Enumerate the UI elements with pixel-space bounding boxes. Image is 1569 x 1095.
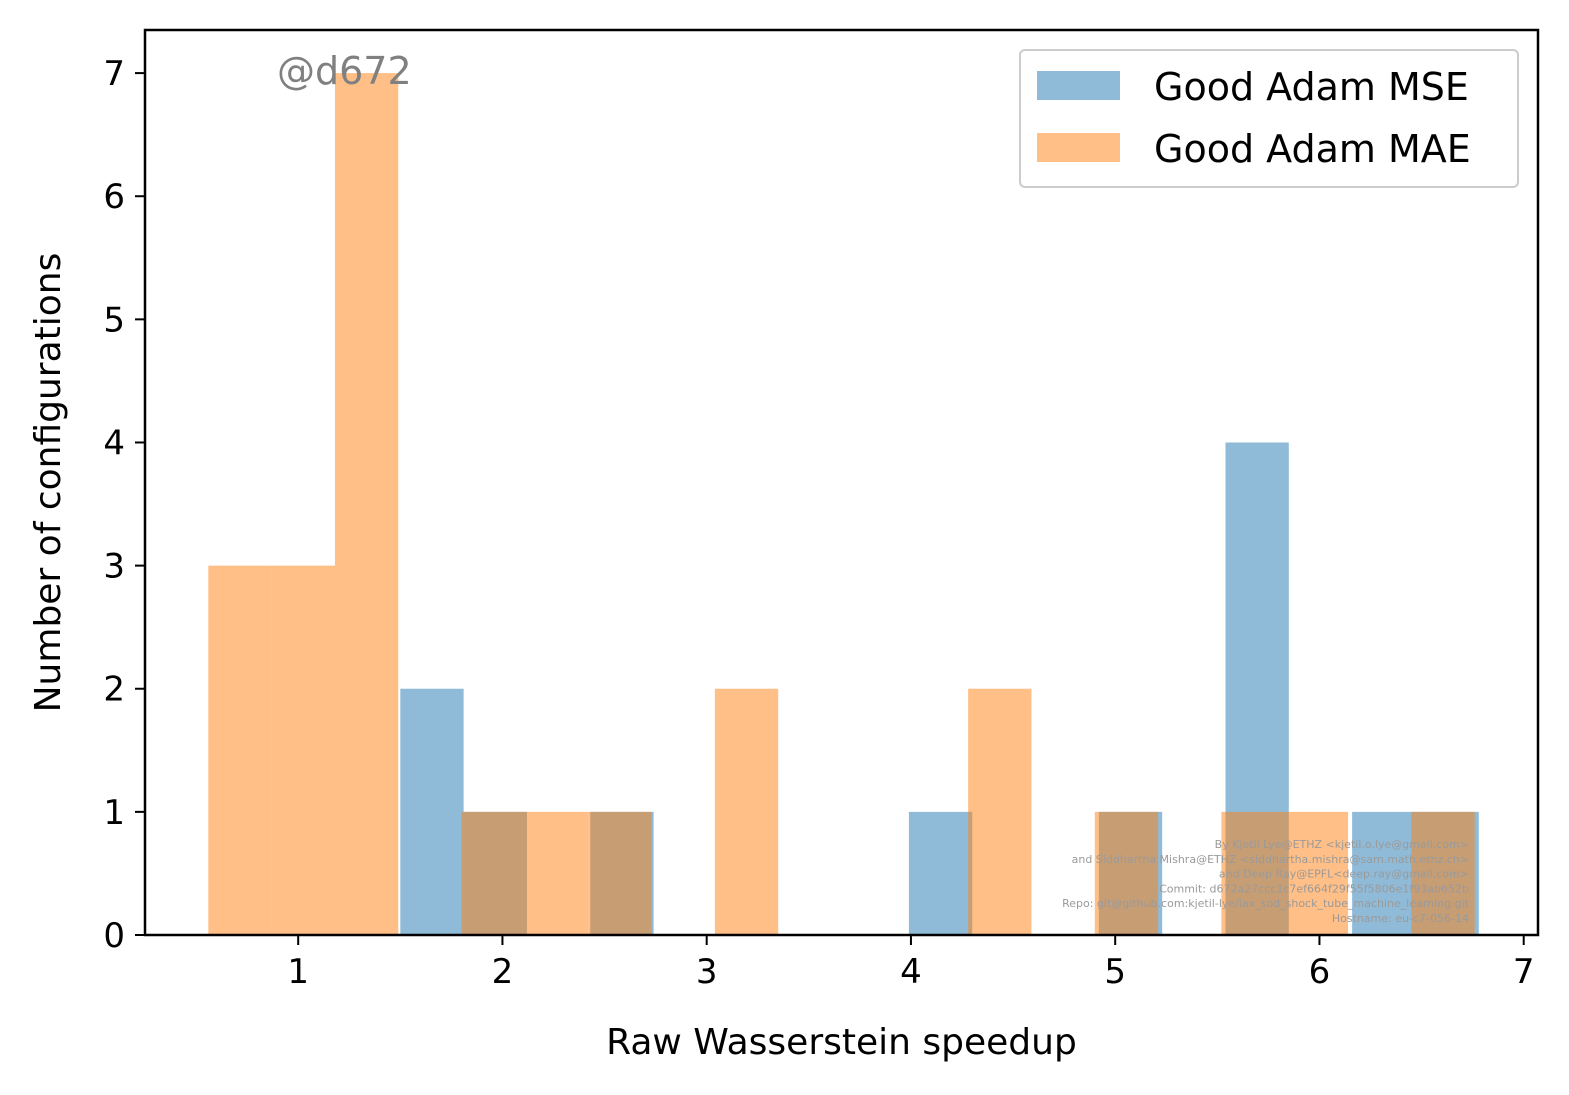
credit-line-1: and Siddhartha Mishra@ETHZ <siddhartha.m…	[1072, 853, 1469, 866]
bar-series-1-bin-11	[1411, 811, 1475, 935]
plot-frame	[143, 28, 1540, 937]
legend-swatch-0	[1037, 71, 1120, 100]
y-axis-ticks: 0 1 2 3 4 5 6 7	[103, 54, 145, 956]
bar-series-1-bin-8	[1094, 811, 1159, 935]
y-tick-label-7: 7	[103, 54, 125, 94]
y-tick-label-6: 6	[103, 177, 125, 217]
y-tick-label-2: 2	[103, 670, 125, 710]
bars-layer	[208, 73, 1479, 936]
x-axis-label: Raw Wasserstein speedup	[606, 1022, 1077, 1063]
bar-series-1-bin-10	[1284, 811, 1349, 935]
legend: Good Adam MSE Good Adam MAE	[1019, 49, 1519, 188]
y-tick-label-4: 4	[103, 423, 125, 463]
credit-line-3: Commit: d672a27ccc1c7ef664f29f55f5806e1f…	[1159, 882, 1469, 895]
y-tick-label-5: 5	[103, 300, 125, 340]
bar-series-0-bin-3	[908, 811, 973, 935]
credit-line-2: and Deep Ray@EPFL<deep.ray@gmail.com>	[1219, 868, 1469, 881]
y-tick-label-1: 1	[103, 793, 125, 833]
commit-annotation: @d672	[277, 49, 412, 93]
x-axis-ticks: 1 2 3 4 5 6 7	[287, 935, 1535, 992]
credit-line-5: Hostname: eu-c7-056-14	[1332, 912, 1469, 925]
legend-label-1: Good Adam MAE	[1154, 127, 1471, 171]
bar-series-1-bin-1	[271, 565, 335, 935]
bar-series-1-bin-3	[461, 811, 525, 935]
bar-series-0-bin-0	[400, 688, 464, 935]
bar-series-1-bin-4	[524, 811, 589, 935]
y-axis-label: Number of configurations	[28, 253, 69, 713]
bar-series-1-bin-5	[588, 811, 652, 935]
x-tick-label-5: 6	[1309, 952, 1331, 992]
x-tick-label-1: 2	[492, 952, 514, 992]
x-tick-label-2: 3	[696, 952, 718, 992]
bar-series-1-bin-2	[334, 73, 399, 936]
bar-series-1-bin-7	[968, 688, 1032, 935]
credit-line-0: By Kjetil Lye@ETHZ <kjetil.o.lye@gmail.c…	[1215, 838, 1469, 851]
bar-series-1-bin-9	[1221, 811, 1285, 935]
y-tick-label-3: 3	[103, 547, 125, 587]
bar-series-1-bin-0	[208, 565, 272, 935]
bar-series-0-bin-6	[1352, 811, 1416, 935]
credits-block: By Kjetil Lye@ETHZ <kjetil.o.lye@gmail.c…	[1062, 838, 1470, 925]
x-tick-label-4: 5	[1104, 952, 1126, 992]
bar-series-1-bin-6	[714, 688, 779, 935]
legend-box	[1019, 49, 1519, 188]
x-tick-label-3: 4	[900, 952, 922, 992]
x-tick-label-6: 7	[1513, 952, 1535, 992]
legend-swatch-1	[1037, 133, 1120, 162]
y-tick-label-0: 0	[103, 916, 125, 956]
x-tick-label-0: 1	[287, 952, 309, 992]
legend-label-0: Good Adam MSE	[1154, 65, 1469, 109]
credit-line-4: Repo: git@github.com:kjetil-lye/lax_sod_…	[1062, 897, 1470, 910]
